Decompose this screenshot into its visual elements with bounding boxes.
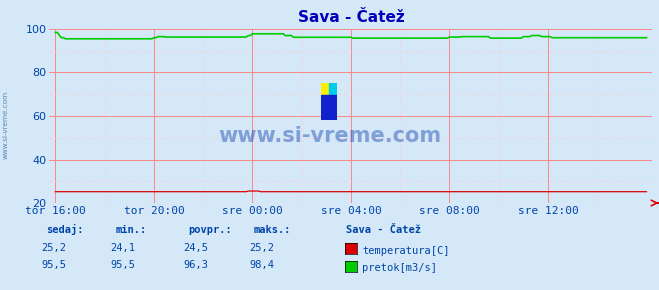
Text: maks.:: maks.: xyxy=(254,225,291,235)
Text: pretok[m3/s]: pretok[m3/s] xyxy=(362,263,438,273)
Text: 98,4: 98,4 xyxy=(249,260,274,270)
Title: Sava - Čatež: Sava - Čatež xyxy=(298,10,404,25)
Bar xyxy=(321,95,337,120)
Text: www.si-vreme.com: www.si-vreme.com xyxy=(2,91,9,159)
Text: sedaj:: sedaj: xyxy=(46,224,84,235)
Text: temperatura[C]: temperatura[C] xyxy=(362,246,450,256)
Text: 95,5: 95,5 xyxy=(42,260,67,270)
Text: 95,5: 95,5 xyxy=(111,260,136,270)
Bar xyxy=(330,83,337,95)
Text: 24,1: 24,1 xyxy=(111,243,136,253)
Text: 25,2: 25,2 xyxy=(42,243,67,253)
Text: povpr.:: povpr.: xyxy=(188,225,231,235)
Text: Sava - Čatež: Sava - Čatež xyxy=(346,225,421,235)
Bar xyxy=(321,83,330,95)
Text: 24,5: 24,5 xyxy=(183,243,208,253)
Text: min.:: min.: xyxy=(115,225,146,235)
Text: www.si-vreme.com: www.si-vreme.com xyxy=(218,126,441,146)
Text: 96,3: 96,3 xyxy=(183,260,208,270)
Text: 25,2: 25,2 xyxy=(249,243,274,253)
